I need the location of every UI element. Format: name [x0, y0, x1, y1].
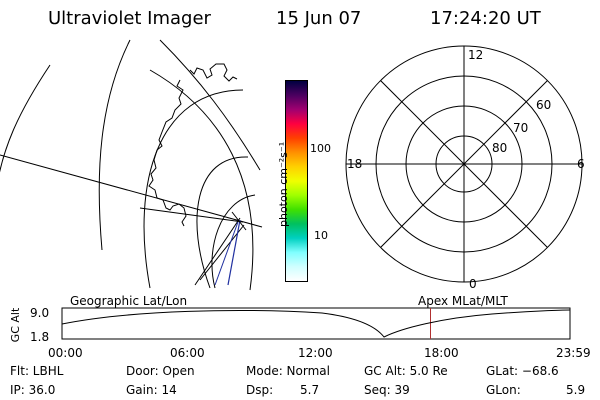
door-info: Door: Open	[126, 364, 195, 378]
timeline-y-tick-min: 1.8	[30, 330, 50, 344]
timeline-y-axis-label: GC Alt	[9, 307, 22, 343]
glat-info: GLat: −68.6	[486, 364, 559, 378]
timeline-x-tick-3: 18:00	[424, 346, 459, 360]
colorbar	[285, 80, 308, 282]
timeline-x-tick-2: 12:00	[298, 346, 333, 360]
colorbar-tick-100: 100	[310, 142, 331, 155]
lat-label-80: 80	[492, 141, 508, 155]
lat-label-70: 70	[513, 121, 529, 135]
colorbar-unit-label: photon cm⁻²s⁻¹	[277, 141, 290, 227]
seq-info: Seq: 39	[364, 383, 410, 397]
altitude-timeline	[61, 307, 571, 340]
timeline-y-tick-max: 9.0	[30, 306, 50, 320]
dsp-label: Dsp:	[246, 383, 274, 397]
dsp-value: 5.7	[300, 383, 320, 397]
mlt-label-12: 12	[468, 48, 484, 62]
mode-info: Mode: Normal	[246, 364, 330, 378]
timeline-x-tick-0: 00:00	[48, 346, 83, 360]
app-title: Ultraviolet Imager	[48, 8, 211, 29]
timeline-right-caption: Apex MLat/MLT	[418, 294, 508, 308]
mlt-label-18: 18	[347, 157, 363, 171]
glon-label: GLon:	[486, 383, 521, 397]
gc-alt-info: GC Alt: 5.0 Re	[364, 364, 448, 378]
timeline-x-tick-4: 23:59	[556, 346, 591, 360]
mlt-label-0: 0	[469, 277, 477, 291]
polar-plot	[345, 45, 583, 283]
geographic-map	[0, 39, 263, 291]
filter-info: Flt: LBHL	[10, 364, 64, 378]
timeline-x-tick-1: 06:00	[170, 346, 205, 360]
date-label: 15 Jun 07	[276, 8, 362, 29]
colorbar-tick-10: 10	[314, 229, 328, 242]
glon-value: 5.9	[566, 383, 586, 397]
mlt-label-6: 6	[577, 157, 585, 171]
time-label: 17:24:20 UT	[430, 8, 541, 29]
ip-info: IP: 36.0	[10, 383, 56, 397]
timeline-left-caption: Geographic Lat/Lon	[70, 294, 188, 308]
gain-info: Gain: 14	[126, 383, 177, 397]
lat-label-60: 60	[536, 98, 552, 112]
